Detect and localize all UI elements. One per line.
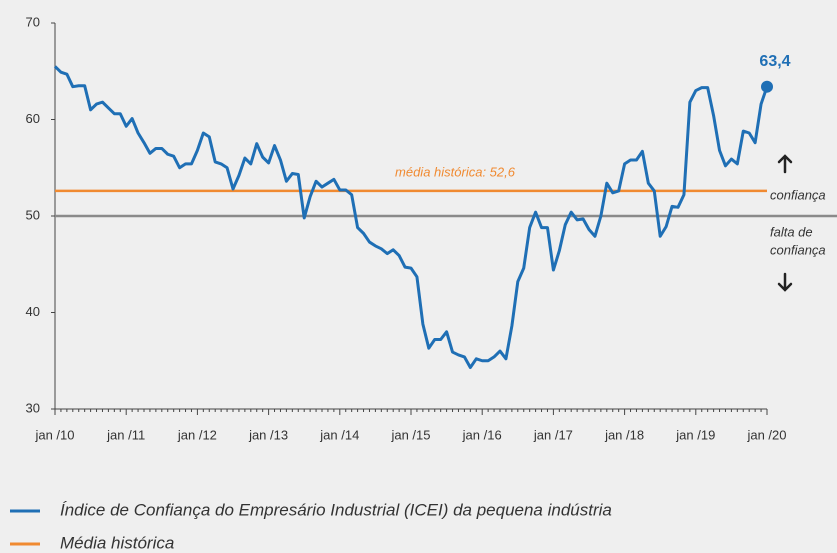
x-tick-label: jan /14 [319,427,359,442]
legend-label: Índice de Confiança do Empresário Indust… [60,500,612,519]
x-tick-label: jan /17 [533,427,573,442]
x-tick-label: jan /19 [675,427,715,442]
data-label: 63,4 [759,53,790,70]
x-tick-label: jan /10 [34,427,74,442]
x-tick-label: jan /16 [462,427,502,442]
x-tick-label: jan /11 [106,427,145,442]
x-tick-label: jan /13 [248,427,288,442]
y-tick-label: 30 [26,400,40,415]
x-tick-label: jan /18 [604,427,644,442]
y-tick-label: 50 [26,207,40,222]
up-arrow [777,154,793,174]
x-tick-label: jan /12 [177,427,217,442]
zone-label: confiança [770,187,826,202]
zone-label: falta de [770,224,813,239]
x-tick-label: jan /20 [746,427,786,442]
y-tick-label: 40 [26,304,40,319]
end-marker [761,80,773,93]
y-tick-label: 70 [26,14,40,29]
x-tick-label: jan /15 [390,427,430,442]
zone-label: confiança [770,242,826,257]
legend-label: Média histórica [60,533,174,552]
y-tick-label: 60 [26,111,40,126]
data-line [53,65,769,369]
down-arrow [777,272,793,292]
reference-label: média histórica: 52,6 [395,164,516,179]
